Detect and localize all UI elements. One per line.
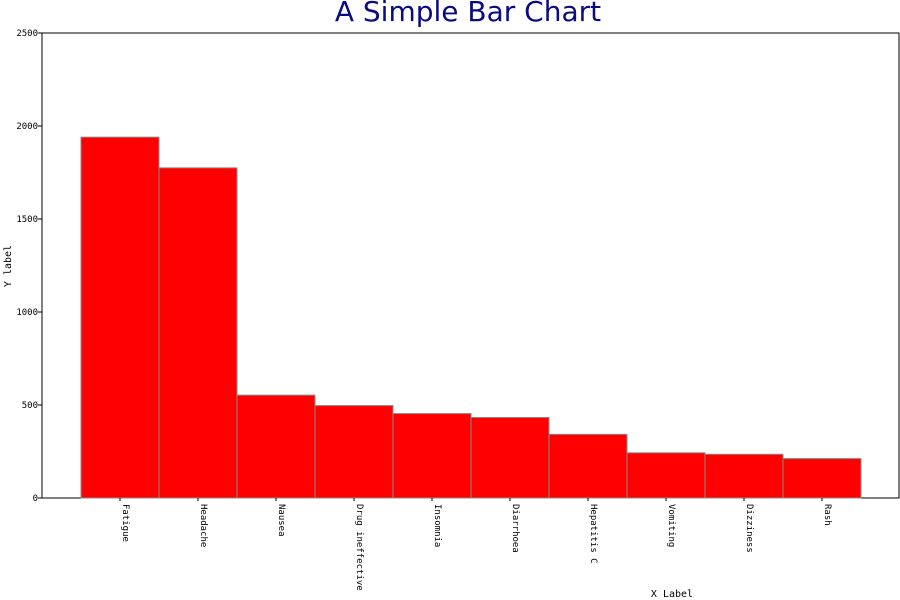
chart-title: A Simple Bar Chart [335,0,601,28]
x-tick-label: Dizziness [744,504,754,553]
y-axis-ticks: 0 500 1000 1500 2000 2500 [16,29,42,504]
y-axis-label: Y label [3,245,14,287]
x-axis-ticks: Fatigue Headache Nausea Drug ineffective Ins… [119,498,832,591]
x-tick-label: Fatigue [120,504,130,542]
bar-diarrhoea [470,416,550,499]
y-tick-label: 1000 [16,308,38,318]
bar-headache [158,167,238,499]
bar-nausea [236,394,316,499]
bar-fatigue [80,136,160,499]
bar-vomiting [626,452,706,499]
bar-insomnia [392,413,472,499]
y-tick-label: 0 [33,494,38,504]
x-tick-label: Insomnia [432,504,442,547]
bars-group [80,136,862,499]
y-tick-label: 500 [22,401,38,411]
x-tick-label: Hepatitis C [588,504,598,564]
bar-rash [782,458,862,499]
bar-drug-ineffective [314,405,394,499]
y-tick-label: 2000 [16,122,38,132]
x-axis-label: X Label [651,589,693,600]
bar-hepatitis-c [548,433,628,499]
x-tick-label: Rash [822,504,832,526]
x-tick-label: Diarrhoea [510,504,520,553]
x-tick-label: Headache [198,504,208,547]
y-tick-label: 1500 [16,215,38,225]
x-tick-label: Vomiting [666,504,676,547]
x-tick-label: Nausea [276,504,286,537]
y-tick-label: 2500 [16,29,38,39]
bar-dizziness [704,453,784,499]
x-tick-label: Drug ineffective [354,504,364,591]
